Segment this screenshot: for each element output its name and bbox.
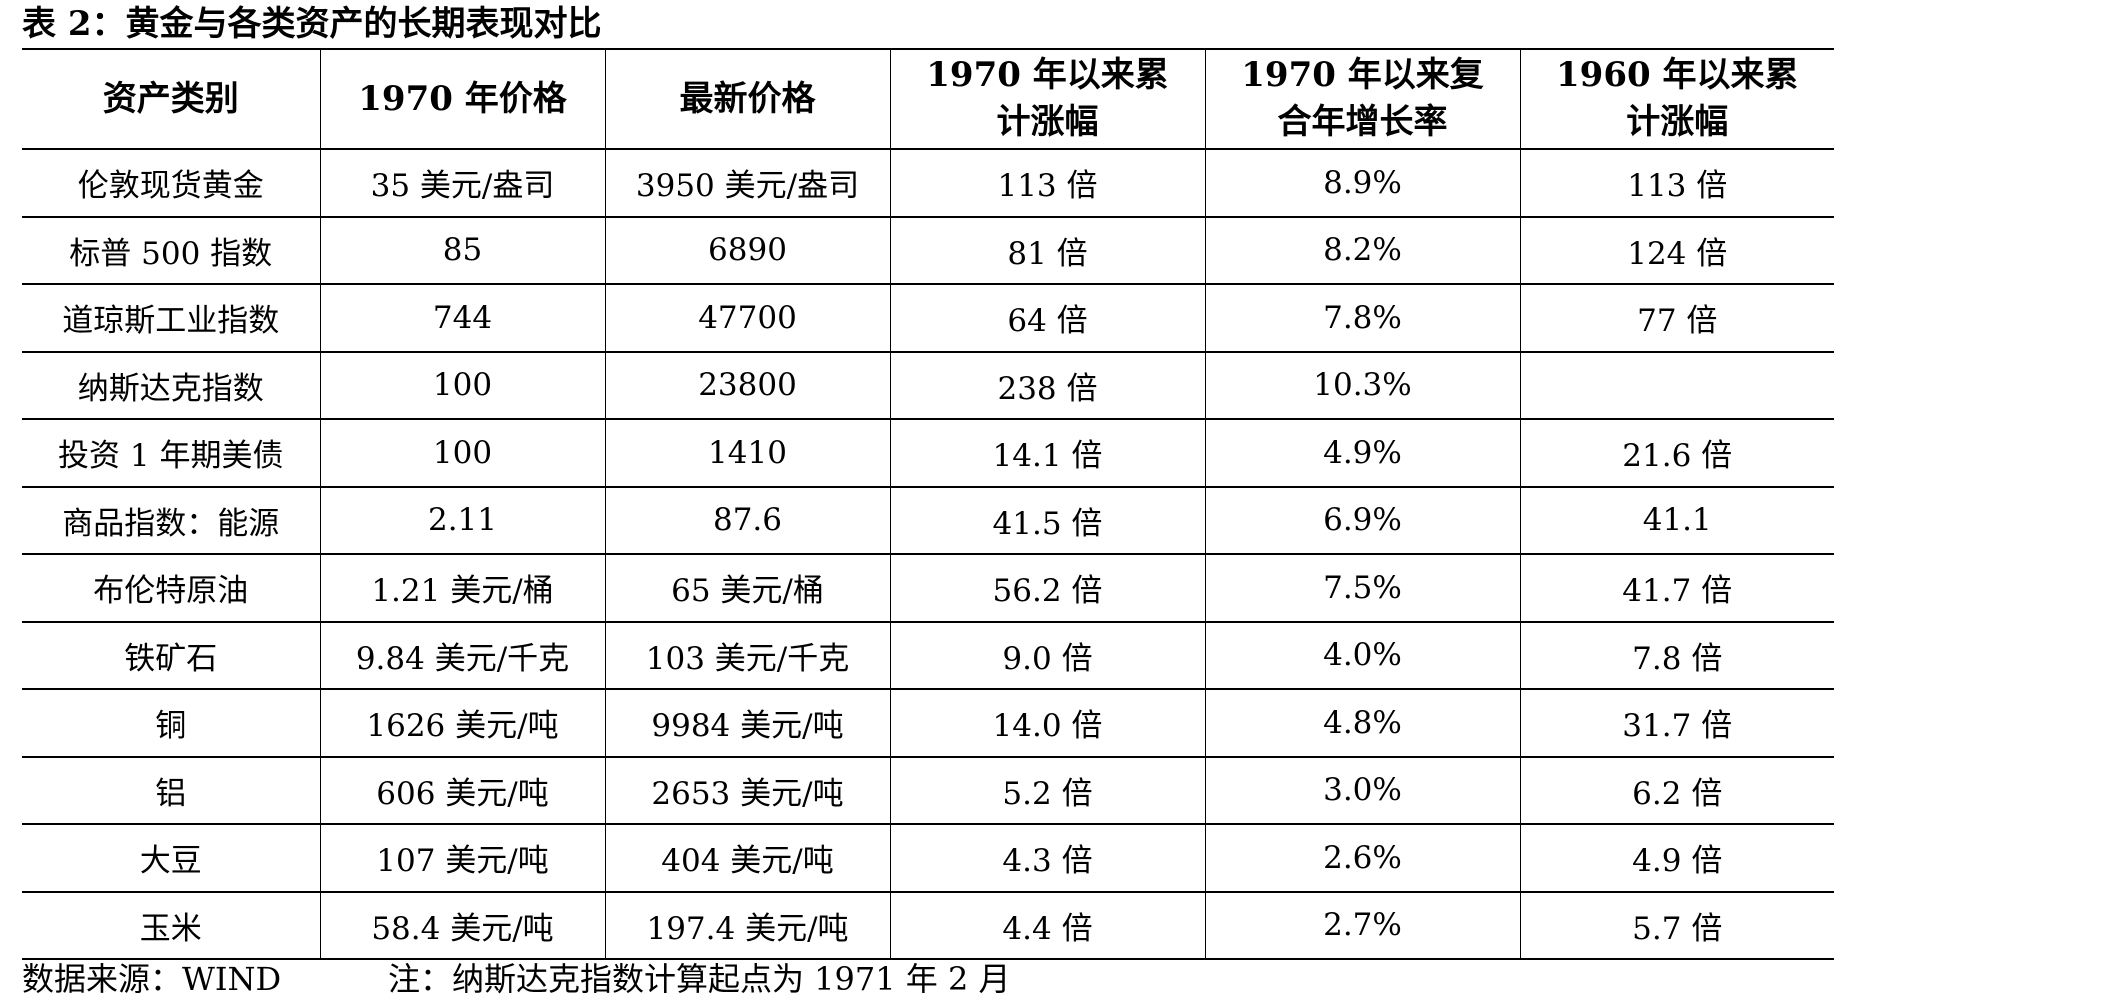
cumulative-gain-1970-cell: 14.0 倍	[889, 689, 1205, 758]
data-source: 数据来源：WIND	[22, 960, 282, 998]
cagr-1970-cell: 4.8%	[1204, 689, 1520, 758]
cumulative-gain-1970-cell: 4.4 倍	[889, 891, 1205, 960]
table-title: 表 2：黄金与各类资产的长期表现对比	[22, 4, 602, 44]
table-header-row: 资产类别 1970 年价格 最新价格 1970 年以来累 计涨幅 1970 年以…	[22, 48, 1834, 150]
cagr-1970-cell: 4.0%	[1204, 621, 1520, 690]
price-1970-cell: 606 美元/吨	[319, 756, 605, 825]
cumulative-gain-1970-cell: 5.2 倍	[889, 756, 1205, 825]
cumulative-gain-1960-cell: 41.1	[1519, 486, 1834, 555]
latest-price-cell: 65 美元/桶	[604, 554, 890, 623]
cagr-1970-cell: 7.5%	[1204, 554, 1520, 623]
asset-name-cell: 商品指数：能源	[22, 486, 320, 555]
cumulative-gain-1960-cell	[1519, 351, 1834, 420]
header-cumulative-gain-since-1960: 1960 年以来累 计涨幅	[1519, 48, 1834, 150]
cumulative-gain-1970-cell: 56.2 倍	[889, 554, 1205, 623]
cumulative-gain-1960-cell: 41.7 倍	[1519, 554, 1834, 623]
cumulative-gain-1960-cell: 21.6 倍	[1519, 419, 1834, 488]
latest-price-cell: 197.4 美元/吨	[604, 891, 890, 960]
latest-price-cell: 103 美元/千克	[604, 621, 890, 690]
asset-name-cell: 投资 1 年期美债	[22, 419, 320, 488]
cagr-1970-cell: 6.9%	[1204, 486, 1520, 555]
asset-name-cell: 大豆	[22, 824, 320, 893]
latest-price-cell: 47700	[604, 284, 890, 353]
price-1970-cell: 2.11	[319, 486, 605, 555]
price-1970-cell: 100	[319, 351, 605, 420]
table-row: 投资 1 年期美债 100 1410 14.1 倍 4.9% 21.6 倍	[22, 419, 1834, 488]
price-1970-cell: 107 美元/吨	[319, 824, 605, 893]
latest-price-cell: 2653 美元/吨	[604, 756, 890, 825]
price-1970-cell: 100	[319, 419, 605, 488]
cagr-1970-cell: 2.6%	[1204, 824, 1520, 893]
latest-price-cell: 23800	[604, 351, 890, 420]
cumulative-gain-1960-cell: 77 倍	[1519, 284, 1834, 353]
cumulative-gain-1970-cell: 113 倍	[889, 149, 1205, 218]
latest-price-cell: 404 美元/吨	[604, 824, 890, 893]
asset-name-cell: 布伦特原油	[22, 554, 320, 623]
cagr-1970-cell: 8.9%	[1204, 149, 1520, 218]
table-row: 铜 1626 美元/吨 9984 美元/吨 14.0 倍 4.8% 31.7 倍	[22, 689, 1834, 758]
header-cumulative-gain-since-1970: 1970 年以来累 计涨幅	[889, 48, 1205, 150]
asset-name-cell: 道琼斯工业指数	[22, 284, 320, 353]
cumulative-gain-1970-cell: 81 倍	[889, 216, 1205, 285]
header-1970-price: 1970 年价格	[319, 48, 605, 150]
cagr-1970-cell: 3.0%	[1204, 756, 1520, 825]
cumulative-gain-1970-cell: 9.0 倍	[889, 621, 1205, 690]
price-1970-cell: 85	[319, 216, 605, 285]
cumulative-gain-1970-cell: 41.5 倍	[889, 486, 1205, 555]
price-1970-cell: 58.4 美元/吨	[319, 891, 605, 960]
price-1970-cell: 744	[319, 284, 605, 353]
latest-price-cell: 9984 美元/吨	[604, 689, 890, 758]
table-row: 大豆 107 美元/吨 404 美元/吨 4.3 倍 2.6% 4.9 倍	[22, 824, 1834, 893]
cumulative-gain-1970-cell: 4.3 倍	[889, 824, 1205, 893]
cumulative-gain-1960-cell: 7.8 倍	[1519, 621, 1834, 690]
latest-price-cell: 87.6	[604, 486, 890, 555]
cagr-1970-cell: 10.3%	[1204, 351, 1520, 420]
cagr-1970-cell: 8.2%	[1204, 216, 1520, 285]
cumulative-gain-1970-cell: 238 倍	[889, 351, 1205, 420]
asset-name-cell: 铝	[22, 756, 320, 825]
price-1970-cell: 1626 美元/吨	[319, 689, 605, 758]
cumulative-gain-1960-cell: 124 倍	[1519, 216, 1834, 285]
table-row: 玉米 58.4 美元/吨 197.4 美元/吨 4.4 倍 2.7% 5.7 倍	[22, 891, 1834, 960]
cumulative-gain-1970-cell: 14.1 倍	[889, 419, 1205, 488]
latest-price-cell: 6890	[604, 216, 890, 285]
table-row: 铁矿石 9.84 美元/千克 103 美元/千克 9.0 倍 4.0% 7.8 倍	[22, 621, 1834, 690]
table-body: 伦敦现货黄金 35 美元/盎司 3950 美元/盎司 113 倍 8.9% 113 倍标普…	[22, 149, 1834, 960]
cumulative-gain-1960-cell: 6.2 倍	[1519, 756, 1834, 825]
table-note: 注：纳斯达克指数计算起点为 1971 年 2 月	[388, 960, 1011, 998]
table-row: 纳斯达克指数 100 23800 238 倍 10.3%	[22, 351, 1834, 420]
price-1970-cell: 35 美元/盎司	[319, 149, 605, 218]
header-cagr-since-1970: 1970 年以来复 合年增长率	[1204, 48, 1520, 150]
price-1970-cell: 9.84 美元/千克	[319, 621, 605, 690]
cumulative-gain-1970-cell: 64 倍	[889, 284, 1205, 353]
asset-name-cell: 标普 500 指数	[22, 216, 320, 285]
asset-name-cell: 纳斯达克指数	[22, 351, 320, 420]
cumulative-gain-1960-cell: 5.7 倍	[1519, 891, 1834, 960]
price-1970-cell: 1.21 美元/桶	[319, 554, 605, 623]
cumulative-gain-1960-cell: 31.7 倍	[1519, 689, 1834, 758]
table-row: 标普 500 指数 85 6890 81 倍 8.2% 124 倍	[22, 216, 1834, 285]
table-row: 商品指数：能源 2.11 87.6 41.5 倍 6.9% 41.1	[22, 486, 1834, 555]
cumulative-gain-1960-cell: 4.9 倍	[1519, 824, 1834, 893]
cumulative-gain-1960-cell: 113 倍	[1519, 149, 1834, 218]
table-row: 伦敦现货黄金 35 美元/盎司 3950 美元/盎司 113 倍 8.9% 113 倍	[22, 149, 1834, 218]
asset-performance-table: 资产类别 1970 年价格 最新价格 1970 年以来累 计涨幅 1970 年以…	[22, 48, 1834, 960]
cagr-1970-cell: 7.8%	[1204, 284, 1520, 353]
table-row: 布伦特原油 1.21 美元/桶 65 美元/桶 56.2 倍 7.5% 41.7 倍	[22, 554, 1834, 623]
table-row: 铝 606 美元/吨 2653 美元/吨 5.2 倍 3.0% 6.2 倍	[22, 756, 1834, 825]
asset-name-cell: 玉米	[22, 891, 320, 960]
table-row: 道琼斯工业指数 744 47700 64 倍 7.8% 77 倍	[22, 284, 1834, 353]
latest-price-cell: 3950 美元/盎司	[604, 149, 890, 218]
asset-name-cell: 伦敦现货黄金	[22, 149, 320, 218]
latest-price-cell: 1410	[604, 419, 890, 488]
header-asset-category: 资产类别	[22, 48, 320, 150]
cagr-1970-cell: 2.7%	[1204, 891, 1520, 960]
header-latest-price: 最新价格	[604, 48, 890, 150]
cagr-1970-cell: 4.9%	[1204, 419, 1520, 488]
asset-name-cell: 铁矿石	[22, 621, 320, 690]
asset-name-cell: 铜	[22, 689, 320, 758]
